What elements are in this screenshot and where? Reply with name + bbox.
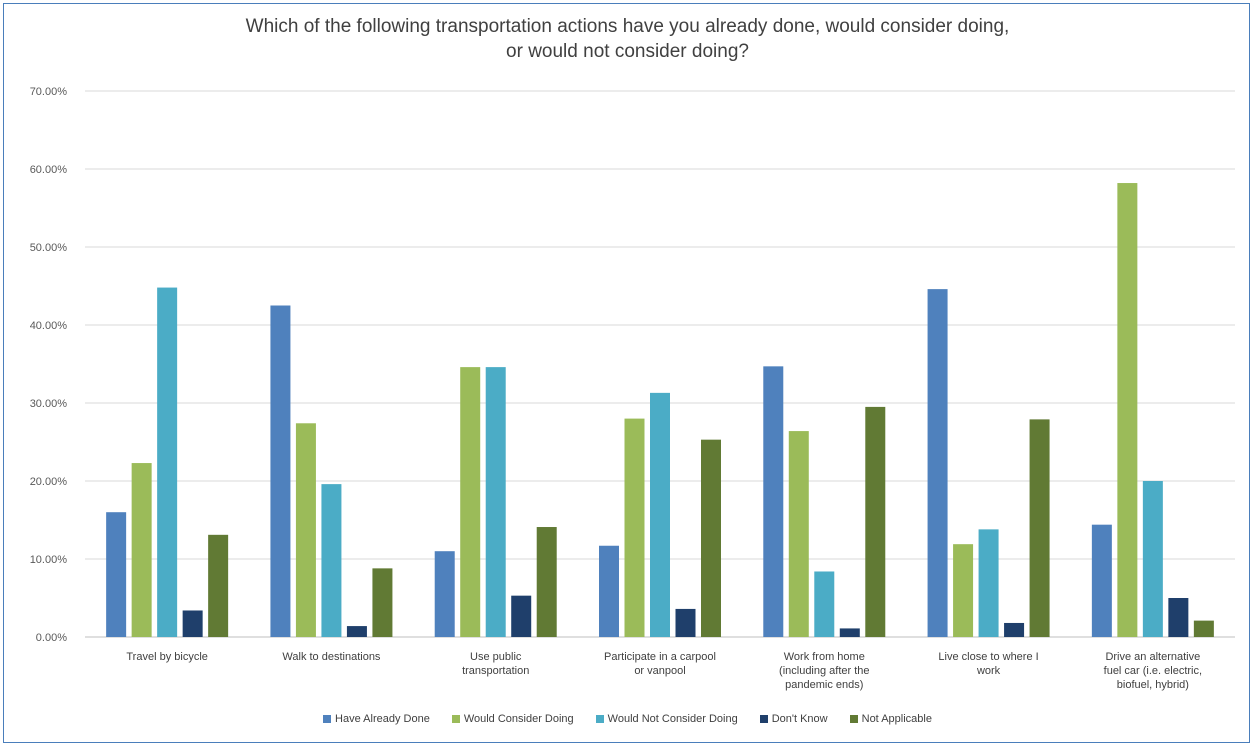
bar bbox=[788, 431, 809, 637]
legend-label: Have Already Done bbox=[335, 713, 430, 725]
x-tick-label: Walk to destinations bbox=[282, 651, 381, 663]
x-axis-labels: Travel by bicycle Walk to destinations Use… bbox=[126, 651, 1202, 691]
bars bbox=[106, 183, 1214, 638]
bar bbox=[1091, 524, 1112, 637]
bar bbox=[1029, 419, 1050, 637]
bar bbox=[650, 392, 670, 637]
bar bbox=[814, 571, 835, 637]
legend-label: Not Applicable bbox=[861, 713, 932, 725]
legend-swatch bbox=[595, 715, 604, 723]
legend-swatch bbox=[451, 715, 460, 723]
y-tick-label: 60.00% bbox=[30, 164, 68, 176]
bar bbox=[701, 439, 721, 637]
bar bbox=[1117, 183, 1138, 638]
legend-item: Would Consider Doing bbox=[451, 713, 574, 725]
y-tick-label: 70.00% bbox=[30, 86, 68, 98]
legend: Have Already Done Would Consider Doing Wou… bbox=[0, 713, 1255, 725]
x-tick-label: Drive an alternative fuel car (i.e. elect… bbox=[1104, 651, 1202, 691]
y-tick-label: 20.00% bbox=[30, 476, 68, 488]
bar bbox=[460, 367, 481, 637]
y-tick-label: 40.00% bbox=[30, 320, 68, 332]
bar bbox=[978, 529, 999, 637]
legend-item: Don't Know bbox=[759, 713, 828, 725]
legend-label: Would Not Consider Doing bbox=[607, 713, 738, 725]
bar bbox=[1142, 481, 1163, 637]
bar bbox=[763, 366, 784, 637]
y-axis-ticks: 0.00% 10.00% 20.00% 30.00% 40.00% 50.00% 60.00… bbox=[30, 86, 68, 644]
bar bbox=[953, 544, 974, 637]
legend-item: Not Applicable bbox=[849, 713, 932, 725]
bar bbox=[1193, 620, 1214, 637]
bar bbox=[131, 463, 152, 637]
x-tick-label: Work from home (including after the pandem… bbox=[779, 651, 870, 691]
bar bbox=[865, 406, 886, 637]
x-tick-label: Travel by bicycle bbox=[126, 651, 208, 663]
legend-swatch bbox=[759, 715, 768, 723]
y-tick-label: 0.00% bbox=[36, 632, 67, 644]
bar bbox=[536, 527, 557, 637]
chart-title-line-1: Which of the following transportation ac… bbox=[245, 16, 1010, 37]
legend-swatch bbox=[849, 715, 858, 723]
y-tick-label: 50.00% bbox=[30, 242, 68, 254]
bar bbox=[927, 289, 948, 637]
legend-label: Don't Know bbox=[771, 713, 828, 725]
bar bbox=[208, 534, 229, 637]
bar bbox=[321, 484, 342, 637]
bar bbox=[295, 423, 316, 637]
bar bbox=[485, 367, 506, 637]
bar bbox=[106, 512, 127, 637]
legend-label: Would Consider Doing bbox=[463, 713, 574, 725]
bar bbox=[511, 595, 532, 637]
y-tick-label: 30.00% bbox=[30, 398, 68, 410]
bar bbox=[675, 608, 696, 637]
bar bbox=[182, 610, 203, 637]
bar bbox=[434, 551, 455, 637]
bar bbox=[372, 568, 393, 637]
x-tick-label: Participate in a carpool or vanpool bbox=[604, 651, 716, 677]
chart-title-line-2: or would not consider doing? bbox=[506, 41, 749, 62]
bar bbox=[346, 626, 367, 637]
legend-swatch bbox=[323, 715, 332, 723]
bar bbox=[624, 418, 645, 637]
chart-title: Which of the following transportation ac… bbox=[0, 14, 1255, 64]
legend-item: Have Already Done bbox=[323, 713, 430, 725]
x-tick-label: Use public transportation bbox=[462, 651, 529, 677]
bar bbox=[599, 545, 619, 637]
bar bbox=[1004, 622, 1025, 637]
bar bbox=[157, 287, 178, 637]
bar bbox=[839, 628, 860, 637]
y-tick-label: 10.00% bbox=[30, 554, 68, 566]
bar bbox=[270, 305, 291, 637]
legend-item: Would Not Consider Doing bbox=[595, 713, 738, 725]
bar bbox=[1168, 598, 1189, 637]
